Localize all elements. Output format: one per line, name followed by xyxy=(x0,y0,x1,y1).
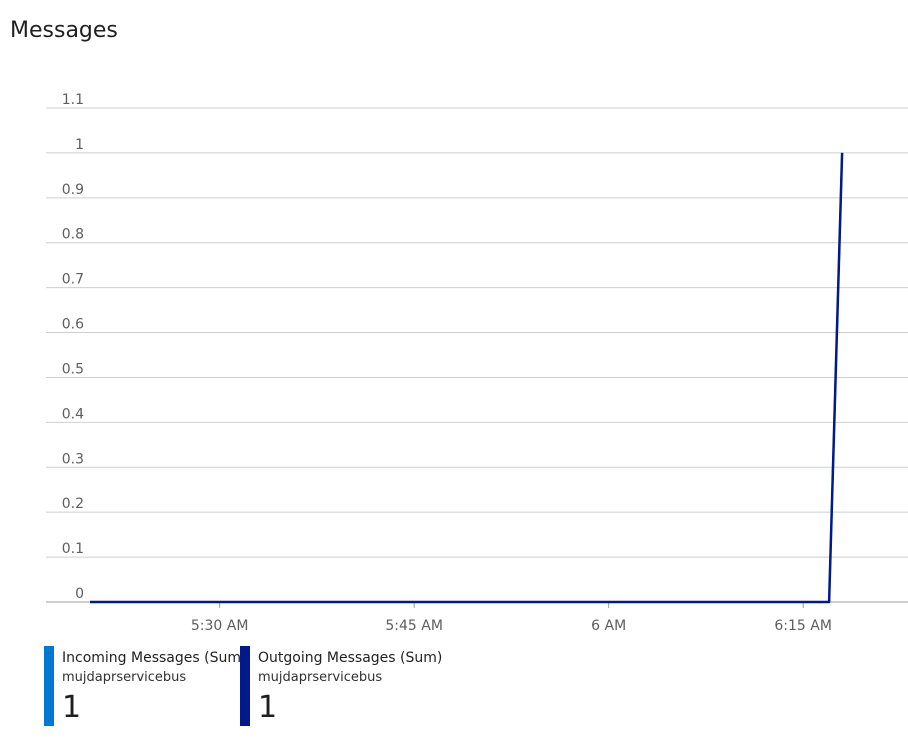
legend-item-incoming[interactable]: Incoming Messages (Sum) mujdaprservicebu… xyxy=(44,646,240,726)
y-tick-label: 0.3 xyxy=(62,451,84,467)
y-tick-label: 0.6 xyxy=(62,317,84,333)
line-chart: 0 0.1 0.2 0.3 0.4 0.5 0.6 0.7 0.8 0.9 1 1.1 5:30 AM 5… xyxy=(46,92,908,634)
legend-resource-name: mujdaprservicebus xyxy=(258,670,383,685)
y-tick-label: 0.5 xyxy=(62,361,84,377)
y-tick-label: 0.1 xyxy=(62,541,84,557)
chart-title: Messages xyxy=(10,18,118,43)
legend-total-value: 1 xyxy=(258,690,278,725)
legend-color-swatch xyxy=(44,646,54,726)
series-line-outgoing xyxy=(90,152,844,604)
y-tick-label: 0.2 xyxy=(62,496,84,512)
legend-item-outgoing[interactable]: Outgoing Messages (Sum) mujdaprservicebu… xyxy=(240,646,480,726)
legend-color-swatch xyxy=(240,646,250,726)
y-tick-label: 0.8 xyxy=(62,227,84,243)
x-tick-label: 5:45 AM xyxy=(385,618,443,634)
y-tick-label: 0 xyxy=(75,586,84,602)
legend-series-name: Incoming Messages (Sum) xyxy=(62,650,240,666)
y-tick-label: 1 xyxy=(75,137,84,153)
legend-total-value: 1 xyxy=(62,690,82,725)
legend-series-name: Outgoing Messages (Sum) xyxy=(258,650,443,666)
y-tick-label: 0.4 xyxy=(62,406,84,422)
y-tick-label: 0.7 xyxy=(62,272,84,288)
y-tick-label: 1.1 xyxy=(62,92,84,108)
legend-resource-name: mujdaprservicebus xyxy=(62,670,187,685)
y-tick-label: 0.9 xyxy=(62,182,84,198)
x-tick-label: 5:30 AM xyxy=(191,618,249,634)
x-tick-label: 6 AM xyxy=(591,618,626,634)
x-tick-label: 6:15 AM xyxy=(774,618,832,634)
